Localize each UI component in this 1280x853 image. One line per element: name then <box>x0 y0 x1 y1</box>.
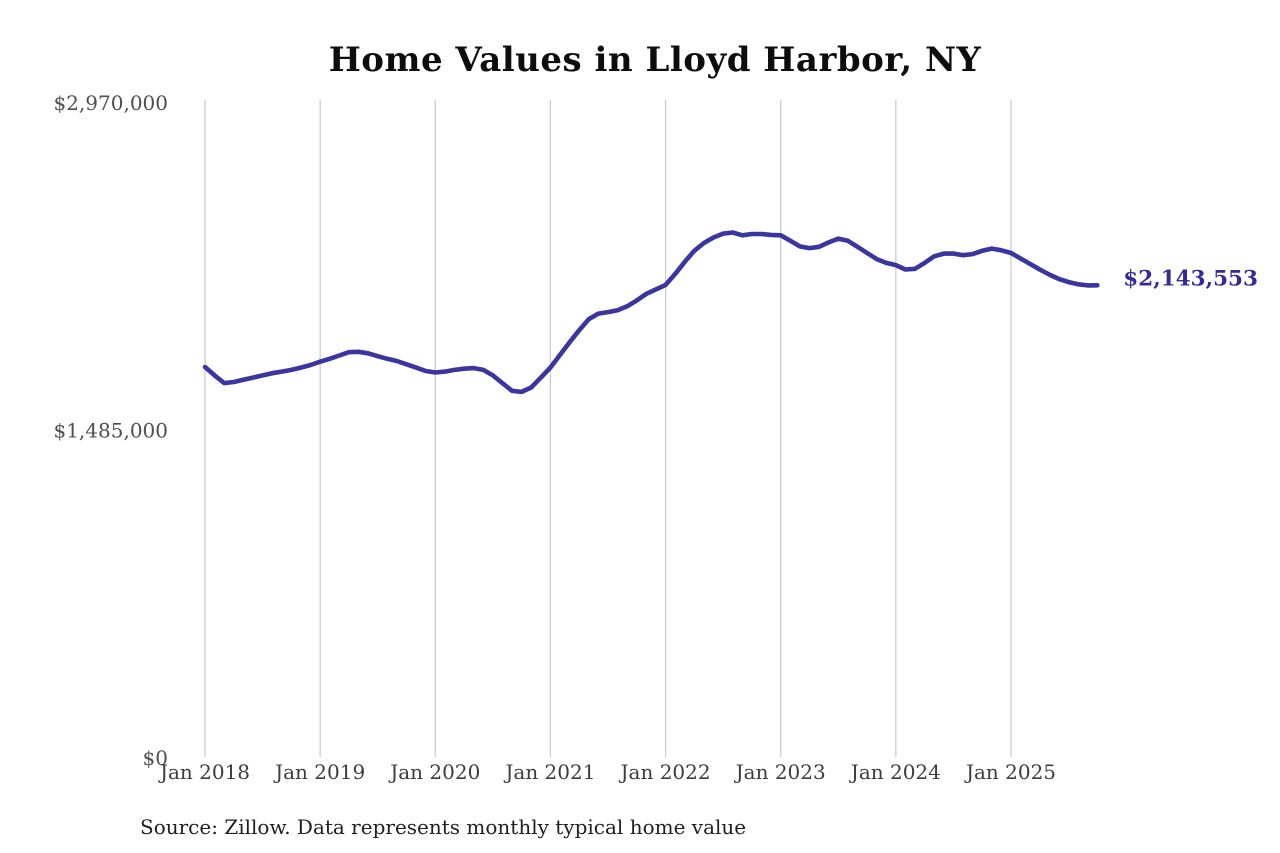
source-note: Source: Zillow. Data represents monthly … <box>140 815 747 839</box>
x-axis-tick-label: Jan 2020 <box>388 760 480 784</box>
x-axis-tick-label: Jan 2024 <box>849 760 941 784</box>
latest-value-label: $2,143,553 <box>1123 266 1258 291</box>
x-axis-tick-label: Jan 2021 <box>503 760 595 784</box>
y-axis-labels: $2,970,000 $1,485,000 $0 <box>53 91 168 770</box>
y-axis-tick-label: $2,970,000 <box>53 91 168 115</box>
y-axis-tick-label: $0 <box>143 746 168 770</box>
x-axis-tick-label: Jan 2022 <box>619 760 711 784</box>
x-axis-tick-label: Jan 2019 <box>273 760 365 784</box>
x-axis-tick-label: Jan 2025 <box>964 760 1056 784</box>
home-value-line <box>202 230 1100 395</box>
chart-title: Home Values in Lloyd Harbor, NY <box>328 40 982 80</box>
x-axis-tick-label: Jan 2023 <box>734 760 826 784</box>
x-axis-tick-label: Jan 2018 <box>158 760 250 784</box>
gridlines <box>204 100 1012 757</box>
y-axis-tick-label: $1,485,000 <box>53 419 168 443</box>
x-axis-labels: Jan 2018 Jan 2019 Jan 2020 Jan 2021 Jan 2022… <box>158 760 1056 784</box>
